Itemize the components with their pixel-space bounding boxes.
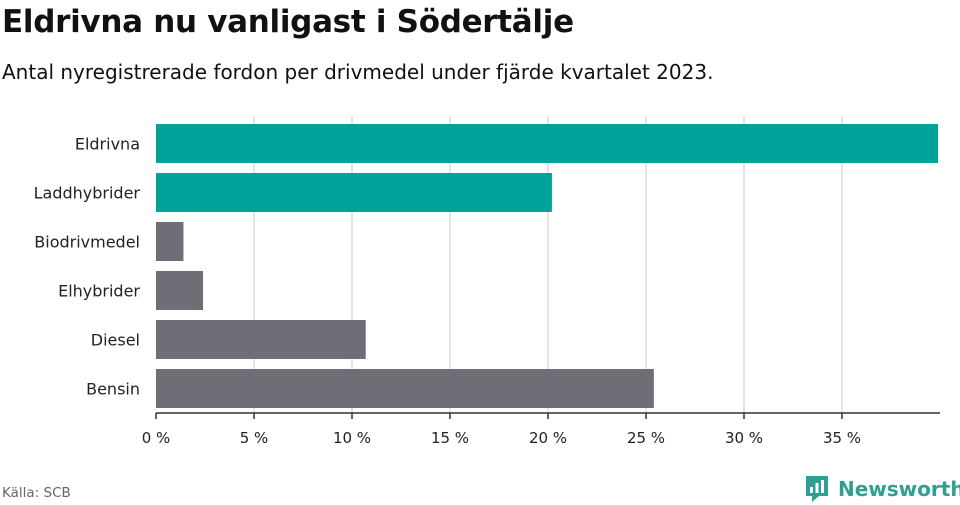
bar-eldrivna <box>156 124 939 163</box>
x-tick-label: 0 % <box>142 429 171 447</box>
brand-name: Newsworthy <box>838 477 960 501</box>
brand-logo: Newsworthy <box>804 473 960 505</box>
bar-elhybrider <box>156 271 204 310</box>
category-label: Elhybrider <box>58 282 140 301</box>
chart-title: Eldrivna nu vanligast i Södertälje <box>2 4 574 40</box>
category-label: Laddhybrider <box>34 184 141 203</box>
x-tick-label: 25 % <box>627 429 665 447</box>
category-label: Biodrivmedel <box>34 233 140 252</box>
x-tick-label: 35 % <box>823 429 861 447</box>
category-label: Eldrivna <box>75 135 140 154</box>
category-label: Bensin <box>86 380 140 399</box>
category-label: Diesel <box>91 331 140 350</box>
bar-bensin <box>156 369 654 408</box>
x-tick-label: 5 % <box>240 429 269 447</box>
chart-subtitle: Antal nyregistrerade fordon per drivmede… <box>2 60 714 84</box>
x-tick-label: 15 % <box>431 429 469 447</box>
bar-chart: Eldrivna Laddhybrider Biodrivmedel Elhybrid… <box>34 116 940 447</box>
bar-diesel <box>156 320 366 359</box>
x-tick-label: 10 % <box>333 429 371 447</box>
x-tick-label: 30 % <box>725 429 763 447</box>
x-tick-label: 20 % <box>529 429 567 447</box>
newsworthy-logo-icon <box>806 476 828 502</box>
bar-laddhybrider <box>156 173 552 212</box>
bar-biodrivmedel <box>156 222 184 261</box>
source-note: Källa: SCB <box>2 485 71 501</box>
